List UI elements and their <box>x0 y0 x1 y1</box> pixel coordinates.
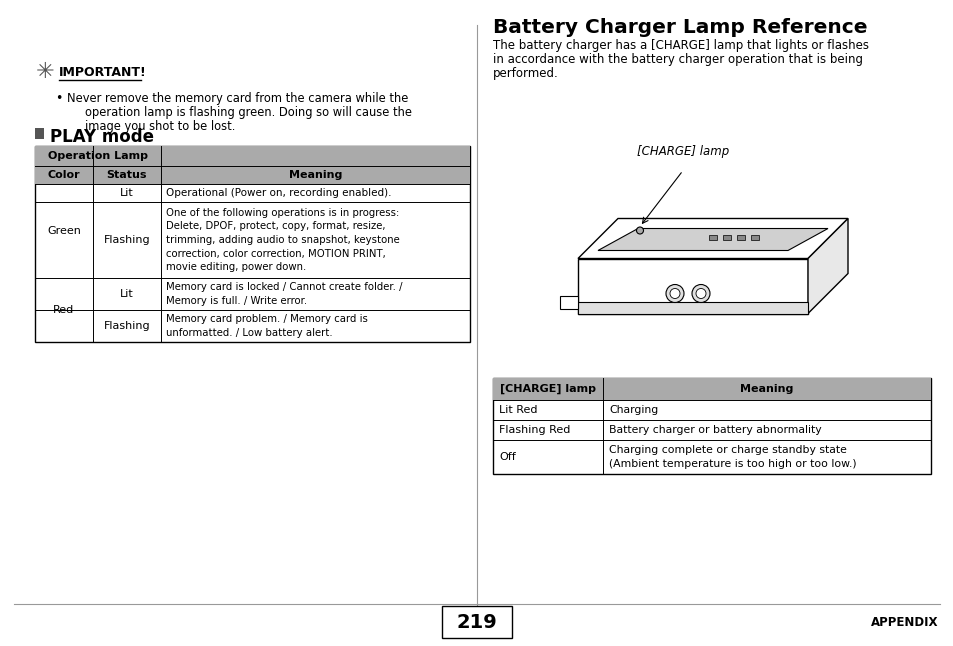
Text: •: • <box>55 92 62 105</box>
Text: Operation Lamp: Operation Lamp <box>48 151 148 161</box>
Text: Lit Red: Lit Red <box>498 405 537 415</box>
Bar <box>35 146 470 342</box>
Text: performed.: performed. <box>493 67 558 80</box>
Text: Charging complete or charge standby state
(Ambient temperature is too high or to: Charging complete or charge standby stat… <box>608 445 856 468</box>
Polygon shape <box>722 234 730 240</box>
Text: Meaning: Meaning <box>289 170 342 180</box>
Bar <box>35 128 44 139</box>
Bar <box>441 606 512 638</box>
Polygon shape <box>578 218 847 258</box>
Polygon shape <box>578 302 807 313</box>
Polygon shape <box>807 218 847 313</box>
Text: Flashing Red: Flashing Red <box>498 425 570 435</box>
Polygon shape <box>750 234 759 240</box>
Text: Charging: Charging <box>608 405 658 415</box>
Text: Operational (Power on, recording enabled).: Operational (Power on, recording enabled… <box>166 188 391 198</box>
Text: Off: Off <box>498 452 516 462</box>
Text: image you shot to be lost.: image you shot to be lost. <box>85 120 235 133</box>
Polygon shape <box>578 258 807 313</box>
Text: Battery charger or battery abnormality: Battery charger or battery abnormality <box>608 425 821 435</box>
Bar <box>493 378 930 474</box>
Bar <box>35 146 470 166</box>
Text: PLAY mode: PLAY mode <box>50 128 153 146</box>
Text: Green: Green <box>47 226 81 236</box>
Text: Memory card problem. / Memory card is
unformatted. / Low battery alert.: Memory card problem. / Memory card is un… <box>166 315 368 338</box>
Text: Color: Color <box>48 170 80 180</box>
Bar <box>493 378 930 400</box>
Bar <box>35 166 470 184</box>
Text: The battery charger has a [CHARGE] lamp that lights or flashes: The battery charger has a [CHARGE] lamp … <box>493 39 868 52</box>
Text: [CHARGE] lamp: [CHARGE] lamp <box>637 145 728 158</box>
Text: in accordance with the battery charger operation that is being: in accordance with the battery charger o… <box>493 53 862 66</box>
Text: [CHARGE] lamp: [CHARGE] lamp <box>499 384 596 394</box>
Circle shape <box>665 284 683 302</box>
Circle shape <box>669 289 679 298</box>
Text: operation lamp is flashing green. Doing so will cause the: operation lamp is flashing green. Doing … <box>85 106 412 119</box>
Text: APPENDIX: APPENDIX <box>869 616 937 629</box>
Text: 219: 219 <box>456 612 497 632</box>
Circle shape <box>691 284 709 302</box>
Text: Lit: Lit <box>120 188 133 198</box>
Text: IMPORTANT!: IMPORTANT! <box>59 65 147 79</box>
Text: One of the following operations is in progress:
Delete, DPOF, protect, copy, for: One of the following operations is in pr… <box>166 208 399 272</box>
Text: Status: Status <box>107 170 147 180</box>
Circle shape <box>696 289 705 298</box>
Polygon shape <box>737 234 744 240</box>
Text: Never remove the memory card from the camera while the: Never remove the memory card from the ca… <box>67 92 408 105</box>
Text: Meaning: Meaning <box>740 384 793 394</box>
Text: Flashing: Flashing <box>104 235 151 245</box>
Text: Flashing: Flashing <box>104 321 151 331</box>
Text: Memory card is locked / Cannot create folder. /
Memory is full. / Write error.: Memory card is locked / Cannot create fo… <box>166 282 402 306</box>
Circle shape <box>636 227 643 234</box>
Polygon shape <box>708 234 717 240</box>
Text: ✳: ✳ <box>35 62 54 82</box>
Text: Lit: Lit <box>120 289 133 299</box>
Polygon shape <box>559 295 578 309</box>
Text: Battery Charger Lamp Reference: Battery Charger Lamp Reference <box>493 18 866 37</box>
Text: Red: Red <box>53 305 74 315</box>
Polygon shape <box>598 229 827 251</box>
